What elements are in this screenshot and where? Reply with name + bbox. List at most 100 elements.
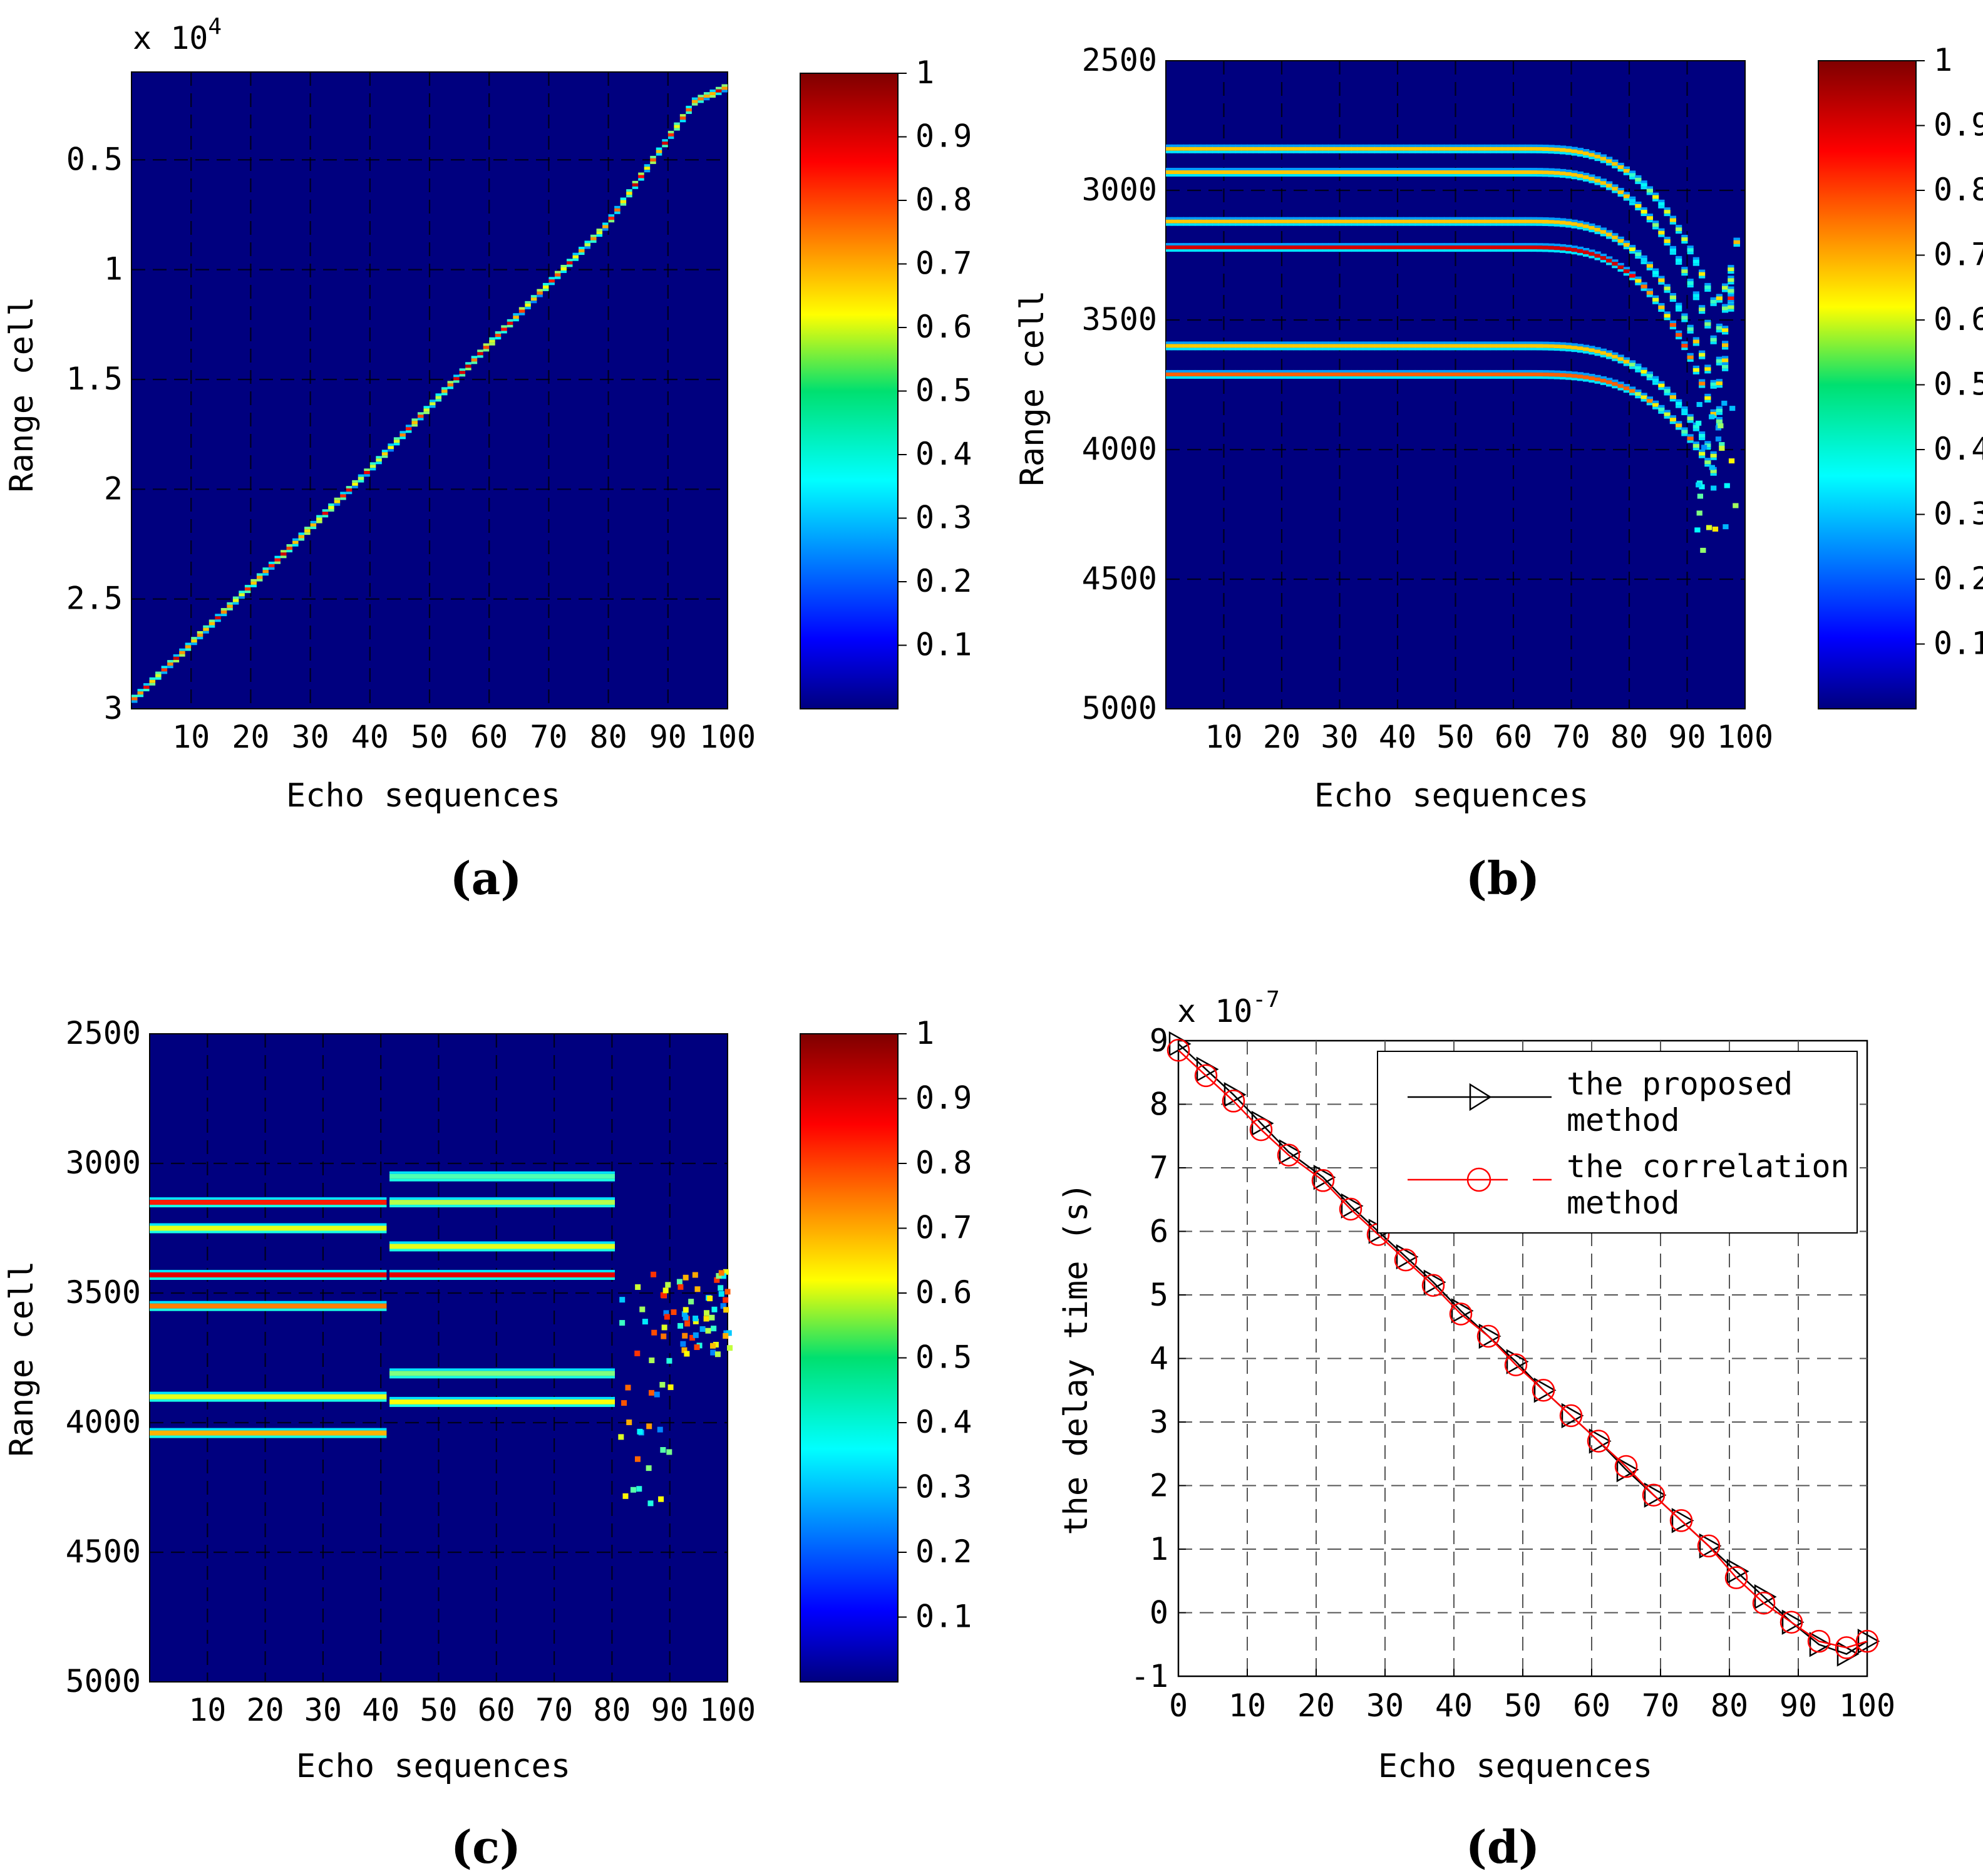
- track-b-cell: [1421, 219, 1428, 224]
- track-b-cell: [1461, 341, 1468, 344]
- track-b-cell: [1699, 276, 1706, 279]
- track-b-cell: [1275, 245, 1282, 250]
- track-b-cell: [1542, 373, 1549, 377]
- track-b-cell: [1583, 155, 1590, 158]
- track-b-cell: [1473, 348, 1480, 351]
- track-b-cell: [1444, 372, 1451, 376]
- track-b-cell: [1299, 249, 1306, 252]
- track-a-cell: [256, 573, 263, 576]
- track-b-cell: [1195, 243, 1202, 246]
- track-b-cell: [1507, 217, 1514, 220]
- track-b-cell: [1362, 168, 1369, 171]
- track-b-cell: [1646, 288, 1653, 291]
- track-b-cell: [1519, 144, 1526, 147]
- track-b-cell: [1212, 217, 1219, 220]
- track-b-cell: [1235, 344, 1242, 348]
- track-b-cell: [1461, 348, 1468, 351]
- track-b-cell: [1600, 227, 1607, 230]
- track-b-cell: [1496, 369, 1503, 373]
- scatter-cell: [618, 1434, 624, 1440]
- track-b-cell: [1496, 372, 1503, 376]
- track-b-cell: [1357, 223, 1364, 226]
- track-b-cell: [1490, 144, 1497, 147]
- track-b-cell: [1414, 174, 1421, 177]
- track-b-cell: [1275, 223, 1282, 226]
- track-b-cell: [1687, 436, 1694, 441]
- track-b-cell: [1218, 376, 1225, 379]
- track-b-cell: [1612, 239, 1619, 242]
- track-b-cell: [1305, 341, 1312, 344]
- track-b-cell: [1316, 219, 1323, 224]
- track-b-cell: [1166, 217, 1173, 220]
- track-b-cell: [1699, 437, 1706, 440]
- track-b-cell: [1478, 174, 1485, 177]
- track-b-cell: [1716, 385, 1723, 388]
- track-b-cell: [1252, 372, 1259, 376]
- track-b-cell: [1229, 243, 1236, 246]
- track-b-cell: [1235, 170, 1242, 175]
- track-b-cell: [1311, 147, 1317, 151]
- track-b-cell: [1189, 245, 1196, 250]
- track-b-cell: [1571, 170, 1578, 173]
- track-b-cell: [1212, 150, 1219, 153]
- track-b-cell: [1195, 147, 1202, 151]
- track-a-cell: [638, 175, 644, 178]
- track-b-cell: [1623, 240, 1630, 244]
- track-b-cell: [1322, 243, 1329, 246]
- track-b-cell: [1525, 245, 1532, 250]
- track-b-cell: [1241, 376, 1248, 379]
- track-b-cell: [1195, 348, 1202, 351]
- dip-b-cell: [1696, 482, 1702, 488]
- track-b-cell: [1345, 168, 1352, 171]
- track-b-cell: [1259, 174, 1265, 177]
- marker-correlation: [1835, 1636, 1858, 1659]
- track-b-cell: [1461, 150, 1468, 153]
- scatter-cell: [723, 1297, 729, 1303]
- marker-correlation: [1669, 1509, 1693, 1532]
- track-b-cell: [1571, 245, 1578, 249]
- track-b-cell: [1692, 441, 1699, 445]
- track-b-cell: [1235, 223, 1242, 226]
- track-b-cell: [1507, 243, 1514, 246]
- track-b-cell: [1594, 251, 1601, 254]
- track-b-cell: [1478, 217, 1485, 220]
- track-b-cell: [1380, 372, 1387, 376]
- track-b-cell: [1247, 144, 1254, 147]
- track-b-cell: [1252, 348, 1259, 351]
- y-tick-label-d: -1: [1131, 1658, 1168, 1694]
- track-b-cell: [1548, 344, 1555, 348]
- track-b-cell: [1166, 341, 1173, 344]
- track-a-cell: [495, 331, 502, 334]
- colorbar-b: [1818, 60, 1917, 709]
- track-b-cell: [1484, 344, 1491, 348]
- track-b-cell: [1583, 250, 1590, 254]
- track-b-cell: [1351, 245, 1358, 250]
- track-b-cell: [1357, 344, 1364, 348]
- y-axis-label-c: Range cell: [3, 1260, 41, 1456]
- track-b-cell: [1652, 295, 1659, 298]
- track-b-cell: [1386, 170, 1393, 175]
- track-b-cell: [1496, 243, 1503, 246]
- track-b-cell: [1537, 144, 1543, 147]
- track-b-cell: [1583, 254, 1590, 257]
- track-b-cell: [1299, 243, 1306, 246]
- x-ticks-c: 10 20 30 40 50 60 70 80 90 100: [188, 1692, 756, 1728]
- track-b-cell: [1293, 144, 1300, 147]
- track-b-cell: [1391, 348, 1398, 351]
- track-a-cell: [525, 301, 531, 304]
- track-a-cell: [679, 116, 686, 120]
- track-b-cell: [1589, 150, 1595, 153]
- marker-proposed: [1279, 1139, 1302, 1165]
- track-b-cell: [1421, 147, 1428, 151]
- y-tick-label-a: 0.5: [66, 141, 123, 177]
- track-b-cell: [1374, 245, 1381, 250]
- track-b-cell: [1664, 386, 1671, 389]
- track-b-cell: [1681, 409, 1688, 413]
- track-a-cell: [298, 532, 305, 535]
- track-a-cell: [376, 458, 382, 462]
- track-b-cell: [1374, 147, 1381, 151]
- track-b-cell: [1432, 217, 1439, 220]
- track-b-cell: [1652, 227, 1659, 230]
